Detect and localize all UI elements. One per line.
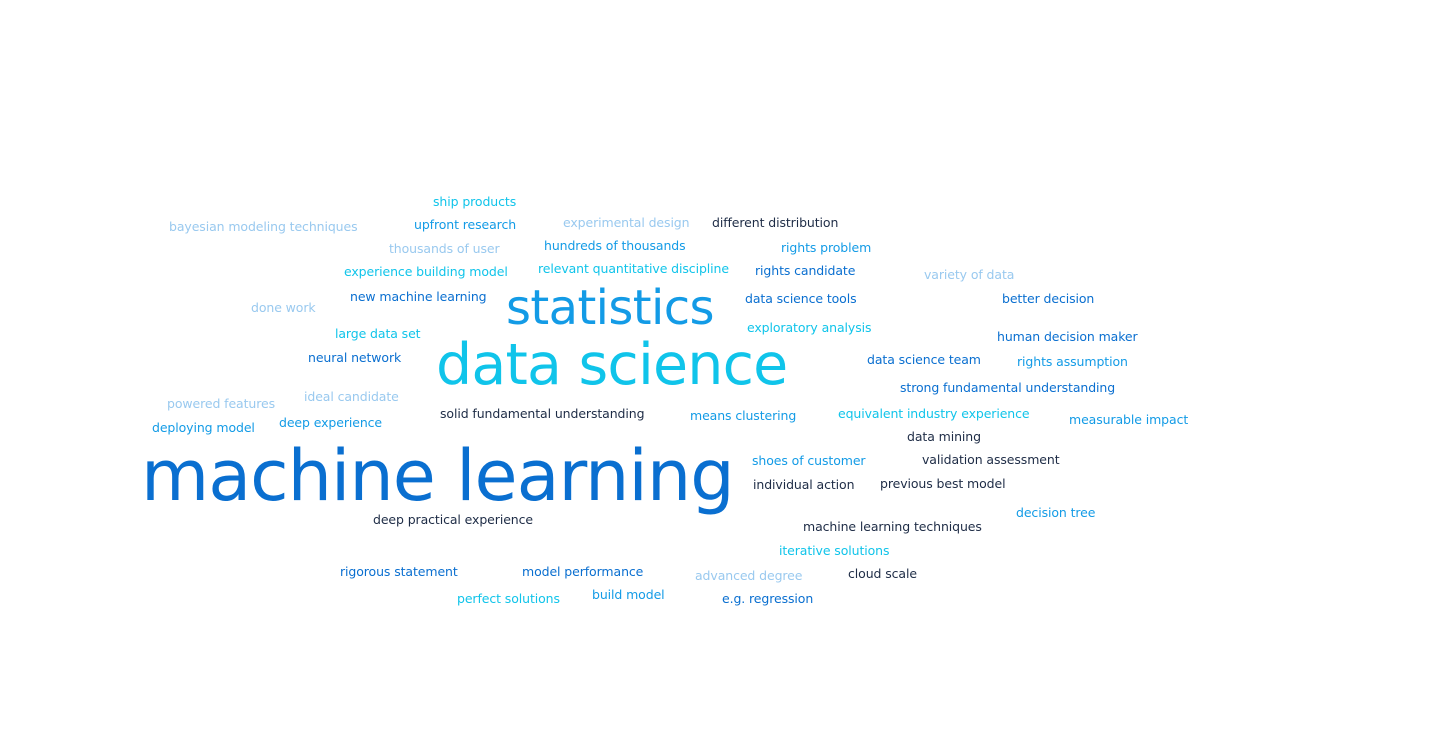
word-cloud-term[interactable]: deploying model [152, 420, 255, 435]
word-cloud-term[interactable]: exploratory analysis [747, 320, 872, 335]
word-cloud-term[interactable]: advanced degree [695, 568, 803, 583]
word-cloud-term[interactable]: experimental design [563, 215, 690, 230]
word-cloud-term[interactable]: solid fundamental understanding [440, 406, 645, 421]
word-cloud-term[interactable]: better decision [1002, 291, 1095, 306]
word-cloud-term[interactable]: relevant quantitative discipline [538, 261, 729, 276]
word-cloud-term[interactable]: e.g. regression [722, 591, 814, 606]
word-cloud-term[interactable]: decision tree [1016, 505, 1096, 520]
word-cloud-term[interactable]: machine learning techniques [803, 519, 982, 534]
word-cloud-term[interactable]: human decision maker [997, 329, 1138, 344]
word-cloud-term[interactable]: thousands of user [389, 241, 500, 256]
word-cloud-term[interactable]: powered features [167, 396, 276, 411]
word-cloud-term[interactable]: deep experience [279, 415, 383, 430]
word-cloud-term[interactable]: large data set [335, 326, 421, 341]
word-cloud-term[interactable]: rigorous statement [340, 564, 458, 579]
word-cloud-term[interactable]: build model [592, 587, 665, 602]
word-cloud-term[interactable]: ship products [433, 194, 517, 209]
word-cloud-term[interactable]: rights problem [781, 240, 872, 255]
word-cloud-term[interactable]: equivalent industry experience [838, 406, 1030, 421]
word-cloud-term[interactable]: strong fundamental understanding [900, 380, 1116, 395]
word-cloud-term[interactable]: data mining [907, 429, 981, 444]
word-cloud-term[interactable]: iterative solutions [779, 543, 890, 558]
word-cloud-term[interactable]: upfront research [414, 217, 517, 232]
word-cloud-term[interactable]: means clustering [690, 408, 797, 423]
word-cloud-term[interactable]: validation assessment [922, 452, 1060, 467]
word-cloud-term[interactable]: done work [251, 300, 316, 315]
word-cloud-term[interactable]: data science tools [745, 291, 857, 306]
word-cloud-term[interactable]: individual action [753, 477, 855, 492]
word-cloud-term[interactable]: machine learning [141, 435, 735, 517]
word-cloud-term[interactable]: shoes of customer [752, 453, 866, 468]
word-cloud-term[interactable]: deep practical experience [373, 512, 533, 527]
word-cloud-term[interactable]: previous best model [880, 476, 1006, 491]
word-cloud-term[interactable]: different distribution [712, 215, 839, 230]
word-cloud-term[interactable]: bayesian modeling techniques [169, 219, 358, 234]
word-cloud-term[interactable]: neural network [308, 350, 402, 365]
word-cloud-term[interactable]: experience building model [344, 264, 508, 279]
word-cloud-term[interactable]: rights assumption [1017, 354, 1128, 369]
word-cloud-term[interactable]: new machine learning [350, 289, 487, 304]
word-cloud-term[interactable]: data science team [867, 352, 981, 367]
word-cloud-term[interactable]: cloud scale [848, 566, 917, 581]
word-cloud-term[interactable]: ideal candidate [304, 389, 399, 404]
word-cloud-term[interactable]: perfect solutions [457, 591, 560, 606]
word-cloud-term[interactable]: measurable impact [1069, 412, 1189, 427]
word-cloud-term[interactable]: model performance [522, 564, 644, 579]
word-cloud-term[interactable]: statistics [506, 280, 715, 336]
word-cloud-term[interactable]: hundreds of thousands [544, 238, 686, 253]
word-cloud-term[interactable]: data science [436, 332, 788, 398]
word-cloud-term[interactable]: rights candidate [755, 263, 856, 278]
word-cloud-term[interactable]: variety of data [924, 267, 1015, 282]
